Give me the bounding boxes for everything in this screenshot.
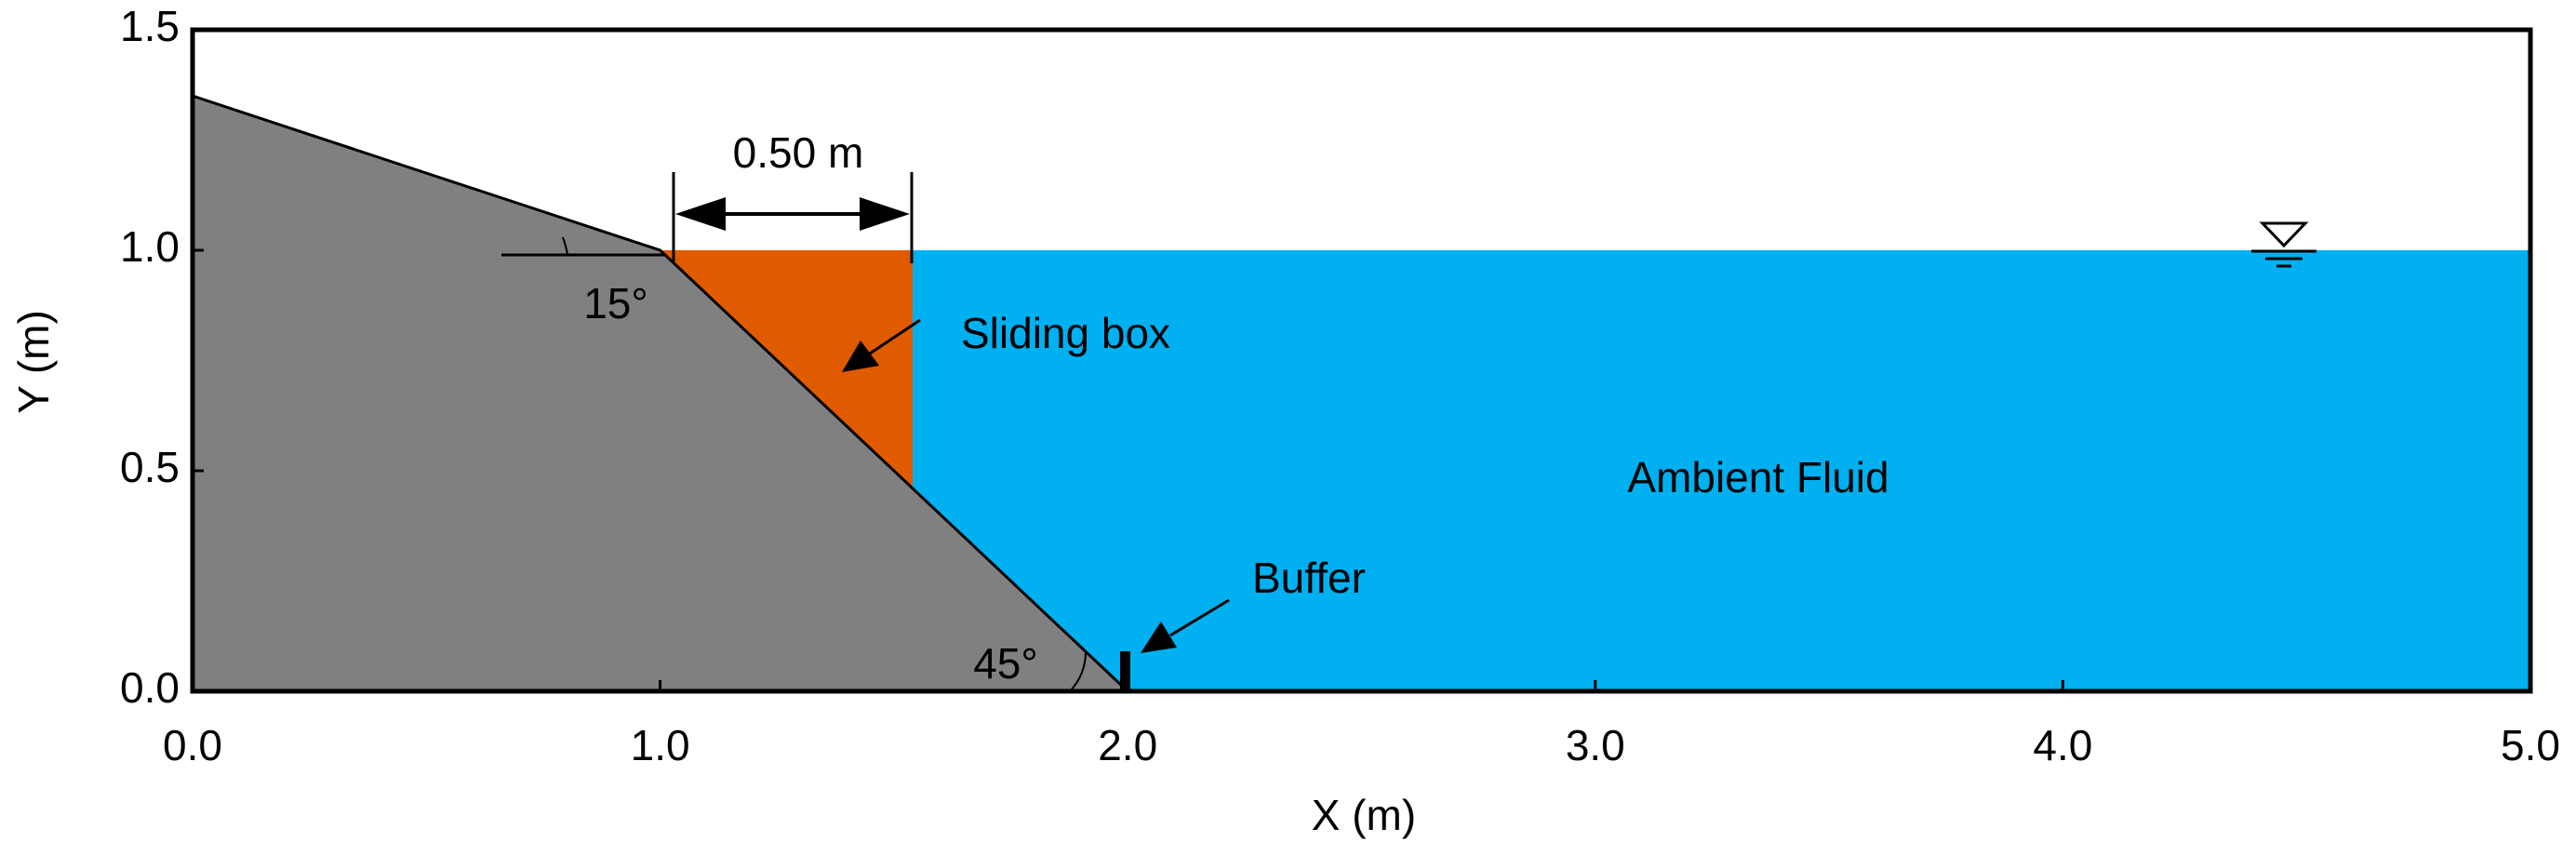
x-tick-label: 2.0 [1098, 721, 1157, 769]
dimension-label: 0.50 m [733, 128, 864, 177]
x-tick-label: 3.0 [1566, 721, 1625, 769]
x-tick-label: 1.0 [631, 721, 690, 769]
arrowhead [842, 341, 879, 372]
y-tick-label: 0.5 [120, 443, 180, 491]
pointer-arrow [1169, 598, 1230, 637]
y-tick-label: 1.0 [120, 222, 180, 271]
x-tick-label: 5.0 [2501, 721, 2560, 769]
plot-frame [190, 27, 2533, 694]
angle-arc [1069, 650, 1088, 692]
angle-label: 45° [973, 639, 1038, 688]
angle-arc [562, 236, 568, 256]
x-axis-label: X (m) [1312, 791, 1416, 839]
arrowhead [675, 197, 726, 231]
x-tick-label: 0.0 [163, 721, 222, 769]
pointer-arrow [869, 318, 921, 355]
water-level-symbol [2251, 221, 2316, 268]
plot-area [192, 94, 2530, 693]
y-axis-label: Y (m) [9, 310, 58, 414]
buffer [1120, 651, 1130, 691]
y-tick-label: 0.0 [120, 663, 180, 712]
slope-edge [192, 94, 1129, 693]
annotation: Buffer [1252, 554, 1366, 602]
arrowhead [860, 197, 910, 231]
arrowhead [1141, 621, 1177, 653]
x-tick-label: 4.0 [2033, 721, 2092, 769]
angle-label: 15° [583, 279, 648, 327]
annotation: Sliding box [961, 309, 1170, 357]
annotation: Ambient Fluid [1627, 453, 1889, 501]
y-tick-label: 1.5 [120, 2, 180, 50]
